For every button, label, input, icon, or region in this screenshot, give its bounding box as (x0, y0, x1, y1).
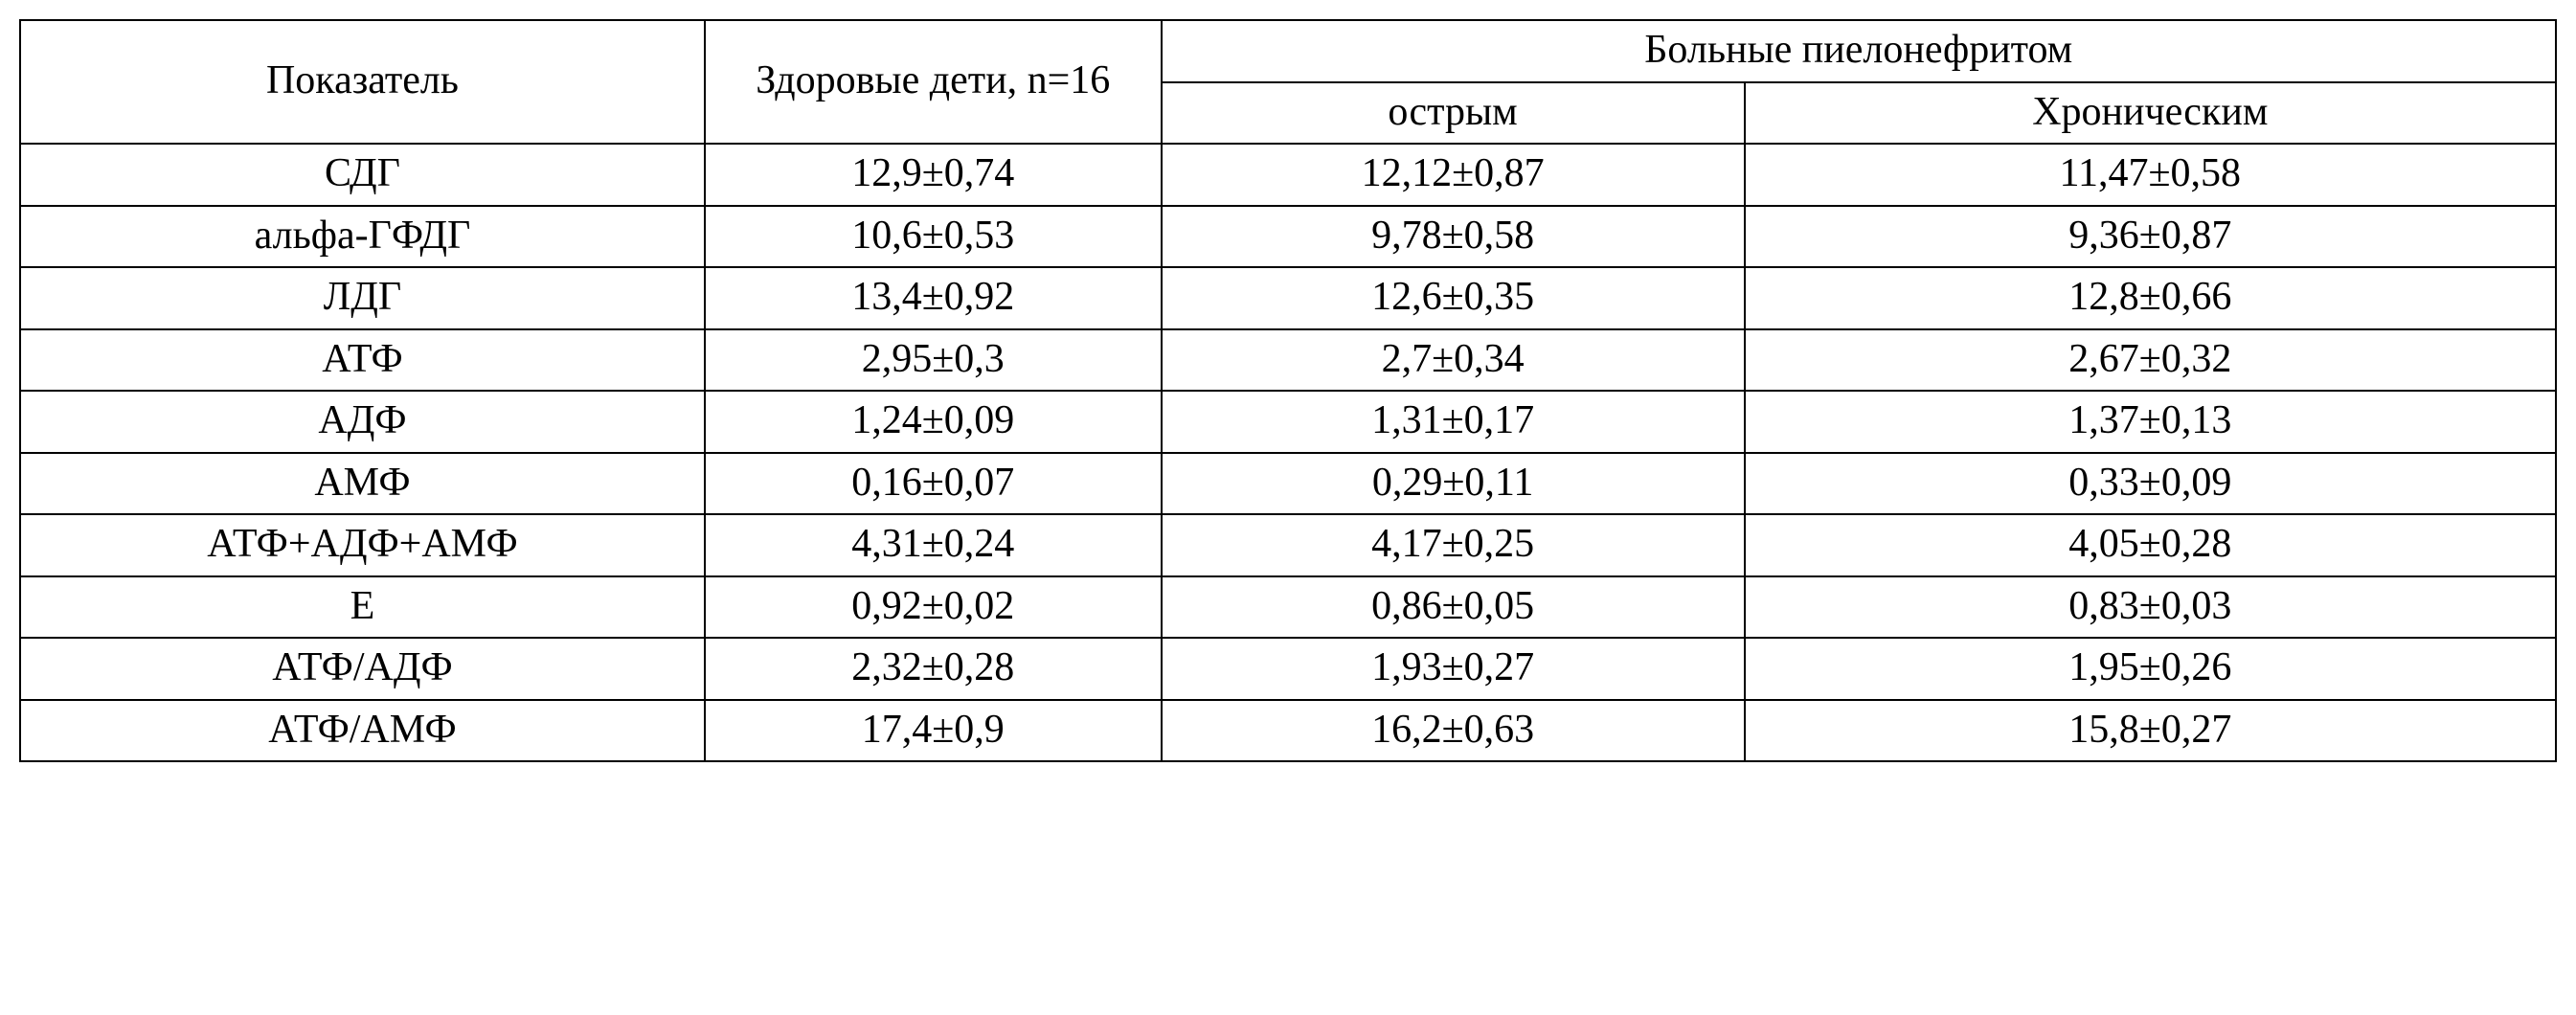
biochem-table: Показатель Здоровые дети, n=16 Больные п… (19, 19, 2557, 762)
table-row: АМФ 0,16±0,07 0,29±0,11 0,33±0,09 (20, 453, 2556, 515)
cell-indicator: АМФ (20, 453, 705, 515)
table-row: ЛДГ 13,4±0,92 12,6±0,35 12,8±0,66 (20, 267, 2556, 329)
table-row: АТФ/АДФ 2,32±0,28 1,93±0,27 1,95±0,26 (20, 638, 2556, 700)
cell-healthy: 17,4±0,9 (705, 700, 1162, 762)
cell-indicator: АДФ (20, 391, 705, 453)
cell-acute: 12,12±0,87 (1162, 144, 1745, 206)
cell-chronic: 0,33±0,09 (1745, 453, 2556, 515)
cell-acute: 2,7±0,34 (1162, 329, 1745, 392)
cell-acute: 0,29±0,11 (1162, 453, 1745, 515)
cell-indicator: ЛДГ (20, 267, 705, 329)
cell-indicator: АТФ/АМФ (20, 700, 705, 762)
cell-healthy: 13,4±0,92 (705, 267, 1162, 329)
cell-healthy: 1,24±0,09 (705, 391, 1162, 453)
cell-healthy: 0,92±0,02 (705, 576, 1162, 639)
cell-chronic: 4,05±0,28 (1745, 514, 2556, 576)
cell-healthy: 4,31±0,24 (705, 514, 1162, 576)
table-row: Е 0,92±0,02 0,86±0,05 0,83±0,03 (20, 576, 2556, 639)
cell-chronic: 11,47±0,58 (1745, 144, 2556, 206)
table-row: АДФ 1,24±0,09 1,31±0,17 1,37±0,13 (20, 391, 2556, 453)
cell-acute: 1,31±0,17 (1162, 391, 1745, 453)
cell-acute: 1,93±0,27 (1162, 638, 1745, 700)
cell-indicator: АТФ+АДФ+АМФ (20, 514, 705, 576)
cell-acute: 4,17±0,25 (1162, 514, 1745, 576)
header-healthy: Здоровые дети, n=16 (705, 20, 1162, 144)
cell-healthy: 2,95±0,3 (705, 329, 1162, 392)
cell-acute: 12,6±0,35 (1162, 267, 1745, 329)
cell-healthy: 0,16±0,07 (705, 453, 1162, 515)
header-acute: острым (1162, 82, 1745, 145)
table-row: АТФ 2,95±0,3 2,7±0,34 2,67±0,32 (20, 329, 2556, 392)
header-patients-group: Больные пиелонефритом (1162, 20, 2556, 82)
table-body: СДГ 12,9±0,74 12,12±0,87 11,47±0,58 альф… (20, 144, 2556, 761)
cell-chronic: 15,8±0,27 (1745, 700, 2556, 762)
cell-chronic: 2,67±0,32 (1745, 329, 2556, 392)
cell-acute: 16,2±0,63 (1162, 700, 1745, 762)
cell-chronic: 12,8±0,66 (1745, 267, 2556, 329)
cell-healthy: 2,32±0,28 (705, 638, 1162, 700)
table-row: АТФ+АДФ+АМФ 4,31±0,24 4,17±0,25 4,05±0,2… (20, 514, 2556, 576)
cell-indicator: СДГ (20, 144, 705, 206)
table-header: Показатель Здоровые дети, n=16 Больные п… (20, 20, 2556, 144)
cell-indicator: альфа-ГФДГ (20, 206, 705, 268)
cell-chronic: 9,36±0,87 (1745, 206, 2556, 268)
cell-acute: 0,86±0,05 (1162, 576, 1745, 639)
table-row: АТФ/АМФ 17,4±0,9 16,2±0,63 15,8±0,27 (20, 700, 2556, 762)
cell-indicator: Е (20, 576, 705, 639)
cell-chronic: 1,95±0,26 (1745, 638, 2556, 700)
cell-healthy: 10,6±0,53 (705, 206, 1162, 268)
cell-healthy: 12,9±0,74 (705, 144, 1162, 206)
cell-indicator: АТФ (20, 329, 705, 392)
header-row-1: Показатель Здоровые дети, n=16 Больные п… (20, 20, 2556, 82)
cell-acute: 9,78±0,58 (1162, 206, 1745, 268)
cell-indicator: АТФ/АДФ (20, 638, 705, 700)
header-chronic: Хроническим (1745, 82, 2556, 145)
header-indicator: Показатель (20, 20, 705, 144)
cell-chronic: 0,83±0,03 (1745, 576, 2556, 639)
table-row: СДГ 12,9±0,74 12,12±0,87 11,47±0,58 (20, 144, 2556, 206)
cell-chronic: 1,37±0,13 (1745, 391, 2556, 453)
table-row: альфа-ГФДГ 10,6±0,53 9,78±0,58 9,36±0,87 (20, 206, 2556, 268)
